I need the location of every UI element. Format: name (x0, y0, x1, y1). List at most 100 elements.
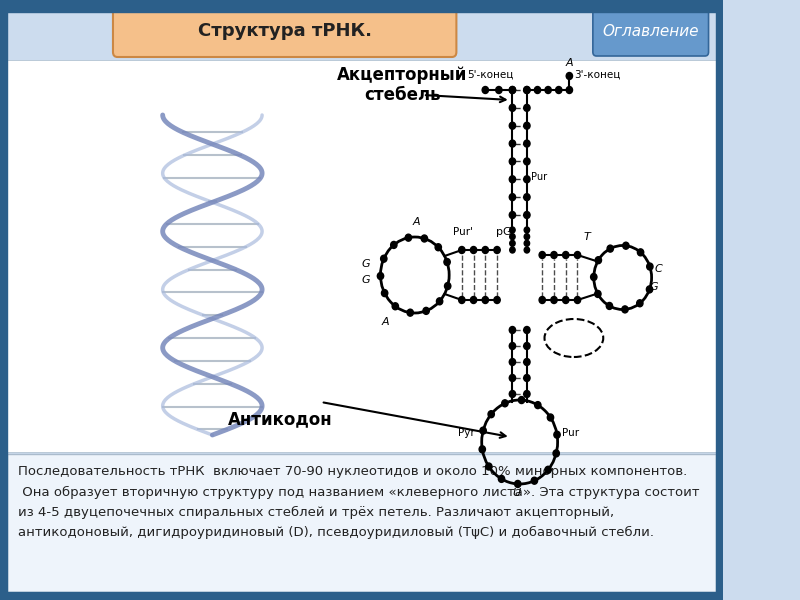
Text: 5'-конец: 5'-конец (467, 70, 514, 80)
Circle shape (458, 247, 465, 253)
Text: Она образует вторичную структуру под названием «клеверного листа». Эта структура: Она образует вторичную структуру под наз… (18, 485, 699, 499)
Circle shape (622, 306, 628, 313)
Circle shape (551, 251, 557, 259)
Circle shape (510, 122, 515, 129)
Circle shape (510, 247, 515, 253)
Circle shape (622, 242, 629, 249)
Circle shape (524, 343, 530, 349)
Circle shape (524, 86, 530, 94)
Circle shape (510, 358, 515, 365)
Circle shape (486, 463, 492, 470)
Circle shape (390, 241, 397, 248)
Text: A: A (413, 217, 421, 227)
Circle shape (480, 427, 486, 434)
Circle shape (510, 86, 515, 94)
Circle shape (539, 296, 546, 304)
Circle shape (435, 244, 442, 251)
Text: G: G (650, 281, 658, 292)
Circle shape (524, 176, 530, 183)
Text: Pur: Pur (562, 428, 579, 438)
Circle shape (524, 194, 530, 200)
Circle shape (458, 296, 465, 304)
Text: Структура тРНК.: Структура тРНК. (198, 22, 372, 40)
Circle shape (494, 296, 500, 304)
Circle shape (566, 86, 573, 94)
Circle shape (562, 296, 569, 304)
Circle shape (524, 227, 530, 233)
Circle shape (551, 296, 557, 304)
Circle shape (524, 374, 530, 382)
Circle shape (488, 411, 494, 418)
Circle shape (482, 296, 489, 304)
Circle shape (524, 104, 530, 112)
Circle shape (545, 86, 551, 94)
Circle shape (534, 86, 541, 94)
Circle shape (510, 233, 515, 239)
Circle shape (547, 414, 554, 421)
Text: Последовательность тРНК  включает 70-90 нуклеотидов и около 10% минорных компоне: Последовательность тРНК включает 70-90 н… (18, 466, 687, 479)
Circle shape (524, 326, 530, 334)
Circle shape (381, 255, 387, 262)
Text: антикодоновый, дигидроуридиновый (D), псевдоуридиловый (TψC) и добавочный стебли: антикодоновый, дигидроуридиновый (D), пс… (18, 526, 654, 539)
Circle shape (534, 401, 541, 409)
Text: C: C (654, 265, 662, 275)
Circle shape (594, 290, 601, 298)
Text: 3'-конец: 3'-конец (574, 70, 620, 80)
Circle shape (524, 391, 530, 397)
Circle shape (510, 86, 515, 94)
Circle shape (510, 211, 515, 218)
Circle shape (479, 446, 486, 453)
Text: G: G (361, 275, 370, 285)
Bar (7, 60, 716, 452)
Circle shape (406, 234, 411, 241)
Circle shape (518, 397, 525, 404)
Circle shape (510, 391, 515, 397)
Circle shape (510, 104, 515, 112)
Text: T: T (583, 232, 590, 242)
Text: из 4-5 двуцепочечных спиральных стеблей и трёх петель. Различают акцепторный,: из 4-5 двуцепочечных спиральных стеблей … (18, 505, 614, 518)
Circle shape (646, 263, 653, 270)
Text: Pyr: Pyr (458, 428, 474, 438)
Circle shape (646, 286, 653, 293)
Circle shape (382, 290, 388, 296)
Circle shape (494, 247, 500, 253)
Bar (14, 63, 357, 448)
Text: G: G (361, 259, 370, 269)
Circle shape (514, 481, 521, 487)
Circle shape (444, 259, 450, 266)
Circle shape (510, 194, 515, 200)
Circle shape (590, 274, 597, 280)
Circle shape (498, 475, 505, 482)
Circle shape (524, 358, 530, 365)
Text: Антикодон: Антикодон (228, 410, 333, 428)
Circle shape (637, 300, 643, 307)
Circle shape (510, 140, 515, 147)
Text: Pur: Pur (530, 172, 546, 182)
FancyBboxPatch shape (593, 8, 709, 56)
Bar (7, 454, 716, 592)
Circle shape (502, 400, 508, 407)
Circle shape (566, 73, 573, 79)
Circle shape (470, 247, 477, 253)
Bar (716, 0, 723, 600)
Circle shape (539, 251, 546, 259)
Circle shape (510, 227, 515, 233)
Circle shape (496, 86, 502, 94)
Circle shape (524, 211, 530, 218)
Circle shape (531, 477, 538, 484)
Circle shape (407, 309, 414, 316)
Circle shape (510, 176, 515, 183)
Circle shape (510, 241, 515, 247)
Circle shape (554, 431, 560, 438)
Circle shape (445, 283, 451, 290)
Circle shape (574, 251, 581, 259)
Circle shape (545, 466, 551, 473)
Circle shape (553, 450, 559, 457)
Circle shape (524, 233, 530, 239)
Text: Pur': Pur' (453, 227, 473, 237)
Circle shape (638, 249, 644, 256)
Circle shape (524, 247, 530, 253)
Circle shape (482, 86, 489, 94)
Circle shape (524, 86, 530, 94)
Circle shape (524, 158, 530, 165)
